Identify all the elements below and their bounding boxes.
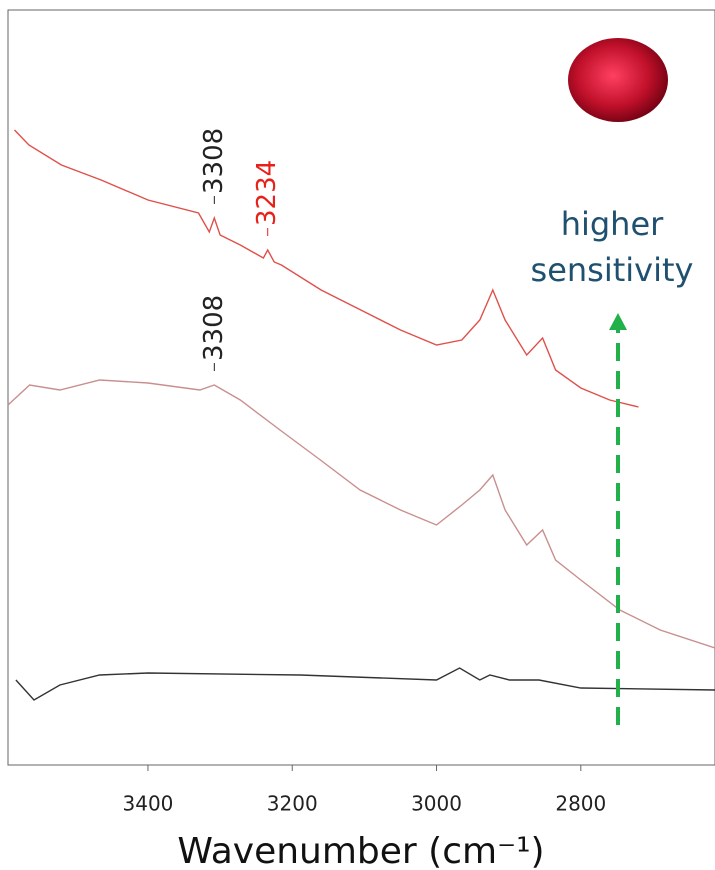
- plot-frame: [8, 10, 715, 765]
- spectrum-line: [8, 380, 715, 648]
- note-line: higher: [561, 205, 664, 243]
- peak-label: 3234: [252, 160, 282, 226]
- x-tick-label: 2800: [555, 792, 606, 816]
- chart: Wavenumber (cm⁻¹) 3400 3200 3000 2800 3308 32…: [0, 0, 715, 870]
- peak-label: 3308: [199, 128, 229, 194]
- arrow-head: [609, 313, 627, 330]
- x-tick-label: 3000: [411, 792, 462, 816]
- x-axis-title: Wavenumber (cm⁻¹): [177, 831, 544, 870]
- x-tick-label: 3200: [267, 792, 318, 816]
- peak-label: 3308: [199, 295, 229, 361]
- note-line: sensitivity: [531, 251, 694, 289]
- sensitivity-note: higher sensitivity: [531, 205, 694, 289]
- x-tick-label: 3400: [123, 792, 174, 816]
- ruby-image: [568, 38, 668, 122]
- spectrum-line: [16, 668, 715, 700]
